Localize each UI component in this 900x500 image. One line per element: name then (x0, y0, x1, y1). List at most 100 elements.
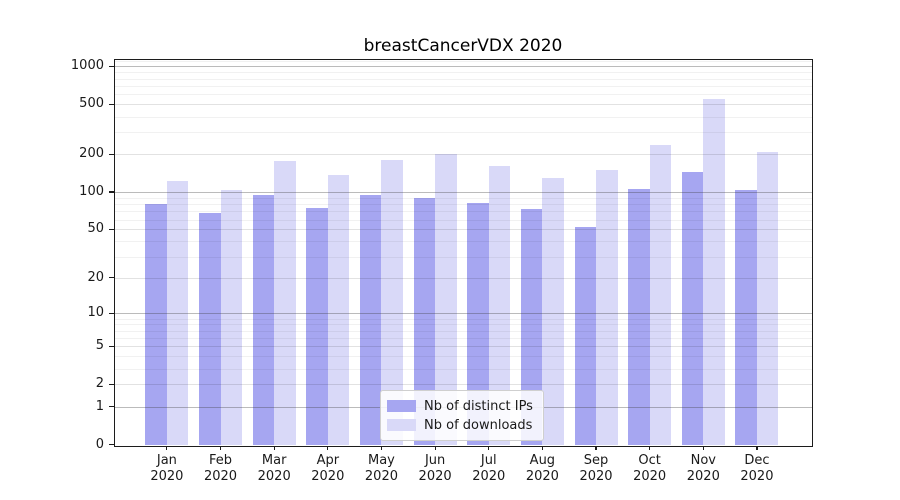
x-tick-label-nov-2020: Nov 2020 (668, 453, 738, 485)
gridline-minor-30 (114, 256, 812, 258)
bar-downloads-sep-2020 (596, 169, 618, 446)
plot-area (113, 59, 813, 447)
legend-item-distinct-ips: Nb of distinct IPs (387, 398, 533, 414)
y-tick-mark-0 (108, 443, 114, 446)
x-tick-label-line: 2020 (150, 469, 184, 484)
bar-downloads-mar-2020 (274, 160, 296, 446)
gridline-major-1000 (114, 66, 812, 68)
y-tick-label-1000: 1000 (70, 58, 104, 74)
bar-downloads-jan-2020 (166, 180, 189, 446)
bar-distinct-ips-jun-2020 (413, 198, 436, 446)
gridline-minor-6 (114, 338, 812, 340)
bar-distinct-ips-oct-2020 (628, 189, 650, 446)
gridline-minor-70 (114, 211, 812, 213)
legend-swatch-downloads (387, 419, 416, 431)
x-tick-label-oct-2020: Oct 2020 (615, 453, 685, 485)
gridline-minor-40 (114, 241, 812, 243)
x-tick-mark-dec-2020 (756, 445, 758, 450)
y-tick-label-1: 1 (95, 398, 104, 414)
y-tick-mark-50 (108, 228, 114, 230)
x-tick-mark-may-2020 (380, 445, 383, 450)
bar-distinct-ips-sep-2020 (574, 227, 597, 446)
gridline-minor-600 (114, 94, 812, 96)
x-tick-label-line: Sep (583, 453, 609, 468)
x-tick-label-line: May (368, 453, 395, 468)
x-tick-label-may-2020: May 2020 (346, 453, 416, 485)
x-tick-label-line: 2020 (311, 469, 345, 484)
x-tick-mark-sep-2020 (595, 445, 597, 450)
x-tick-mark-oct-2020 (649, 445, 651, 450)
bar-distinct-ips-apr-2020 (306, 208, 328, 446)
y-tick-mark-5 (108, 345, 114, 348)
x-tick-label-line: Apr (316, 453, 340, 468)
bar-distinct-ips-mar-2020 (252, 194, 275, 446)
y-tick-label-20: 20 (87, 269, 104, 285)
x-tick-label-aug-2020: Aug 2020 (507, 453, 577, 485)
x-tick-label-line: 2020 (525, 469, 559, 484)
y-tick-mark-2 (108, 383, 114, 385)
bar-downloads-dec-2020 (756, 151, 779, 446)
x-tick-label-line: 2020 (257, 469, 291, 484)
y-tick-mark-100 (108, 191, 114, 193)
bar-downloads-oct-2020 (649, 145, 672, 446)
gridline-minor-1100 (114, 61, 812, 63)
gridline-minor-90 (114, 197, 812, 199)
x-tick-label-feb-2020: Feb 2020 (186, 453, 256, 485)
x-tick-label-line: 2020 (364, 469, 398, 484)
gridline-sub-500 (114, 104, 812, 106)
bar-distinct-ips-nov-2020 (681, 171, 704, 446)
y-tick-label-50: 50 (87, 221, 104, 237)
y-tick-label-10: 10 (87, 305, 104, 321)
bar-downloads-apr-2020 (327, 175, 350, 446)
x-tick-label-line: Mar (261, 453, 287, 468)
gridline-minor-400 (114, 116, 812, 118)
x-tick-label-line: Nov (690, 453, 716, 468)
gridline-minor-7 (114, 330, 812, 332)
x-tick-label-line: 2020 (740, 469, 774, 484)
legend-swatch-distinct-ips (387, 400, 416, 412)
y-tick-label-0: 0 (95, 436, 104, 452)
y-tick-label-5: 5 (95, 338, 104, 354)
legend: Nb of distinct IPs Nb of downloads (380, 390, 544, 441)
bar-distinct-ips-dec-2020 (735, 190, 757, 446)
bar-downloads-jul-2020 (488, 166, 511, 446)
x-tick-label-line: Aug (529, 453, 556, 468)
y-tick-mark-20 (108, 277, 114, 279)
legend-label-downloads: Nb of downloads (424, 417, 533, 433)
bar-distinct-ips-may-2020 (359, 195, 382, 446)
x-tick-label-line: Jun (424, 453, 446, 468)
chart-title: breastCancerVDX 2020 (363, 36, 563, 56)
x-tick-label-line: 2020 (472, 469, 506, 484)
x-tick-mark-jun-2020 (434, 445, 436, 450)
x-tick-mark-mar-2020 (273, 445, 275, 450)
y-tick-mark-1 (108, 405, 114, 408)
legend-label-distinct-ips: Nb of distinct IPs (424, 398, 533, 414)
gridline-minor-800 (114, 78, 812, 80)
gridline-sub-50 (114, 229, 812, 231)
x-tick-mark-feb-2020 (219, 445, 222, 450)
x-tick-mark-aug-2020 (541, 445, 543, 450)
gridline-minor-60 (114, 219, 812, 221)
gridline-sub-5 (114, 346, 812, 348)
y-tick-mark-500 (108, 103, 114, 105)
x-tick-label-sep-2020: Sep 2020 (561, 453, 631, 485)
x-tick-mark-jul-2020 (488, 445, 490, 450)
gridline-sub-200 (114, 154, 812, 156)
x-tick-mark-apr-2020 (327, 445, 329, 450)
x-tick-label-apr-2020: Apr 2020 (293, 453, 363, 485)
x-tick-label-line: 2020 (633, 469, 667, 484)
gridline-minor-8 (114, 324, 812, 326)
x-tick-label-line: Feb (209, 453, 233, 468)
gridline-minor-4 (114, 356, 812, 358)
gridline-major-10 (114, 313, 812, 315)
gridline-major-100 (114, 191, 812, 193)
gridline-minor-300 (114, 132, 812, 134)
y-tick-label-100: 100 (79, 183, 104, 199)
x-tick-label-dec-2020: Dec 2020 (722, 453, 792, 485)
gridline-sub-20 (114, 277, 812, 279)
bar-distinct-ips-aug-2020 (520, 208, 543, 446)
x-tick-label-mar-2020: Mar 2020 (239, 453, 309, 485)
x-tick-label-line: 2020 (579, 469, 613, 484)
bar-distinct-ips-feb-2020 (199, 212, 221, 446)
